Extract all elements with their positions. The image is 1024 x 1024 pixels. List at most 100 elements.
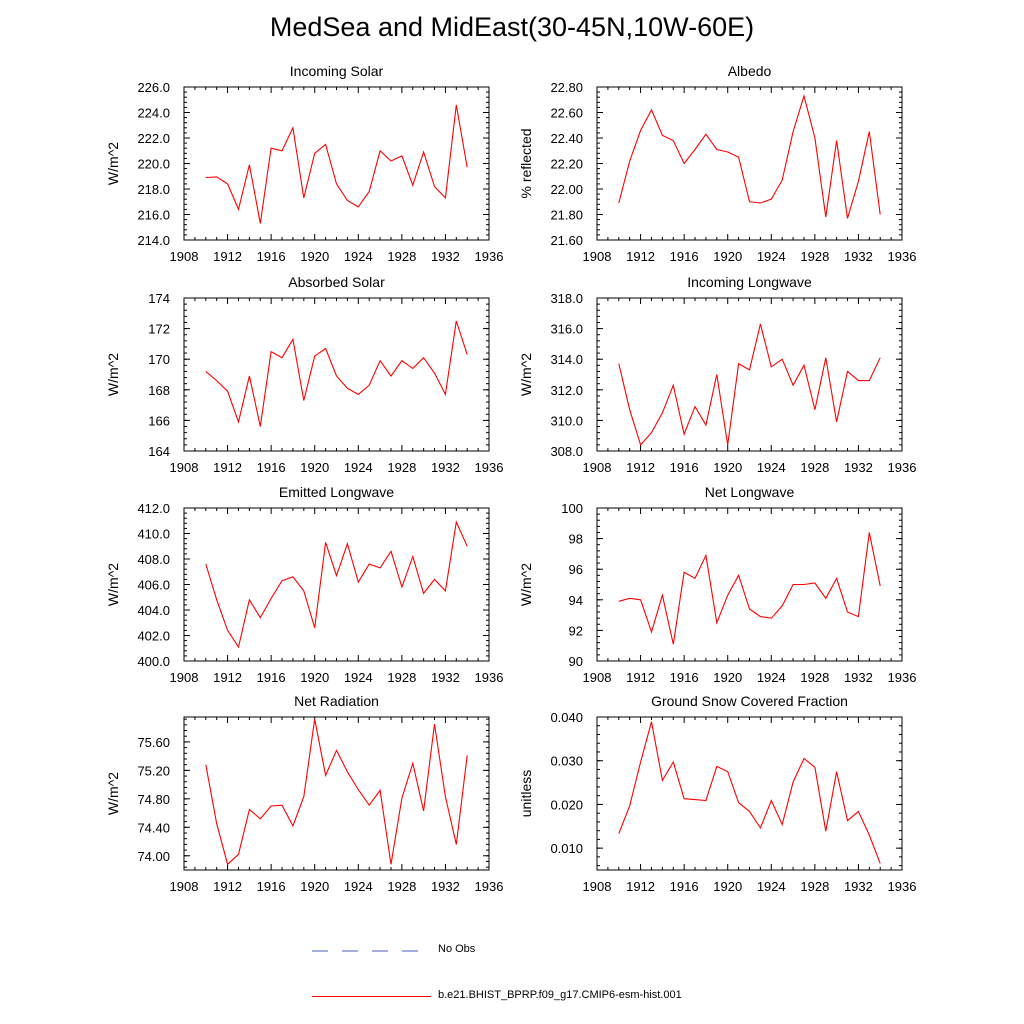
plot-frame [596,716,903,871]
y-tick-label: 22.40 [550,131,583,146]
x-tick-label: 1936 [888,249,917,264]
y-tick-label: 216.0 [137,208,170,223]
y-axis-label: W/m^2 [105,772,121,815]
x-tick-label: 1936 [475,249,504,264]
x-tick-label: 1924 [344,249,373,264]
y-tick-label: 218.0 [137,182,170,197]
x-tick-label: 1932 [844,670,873,685]
y-tick-label: 408.0 [137,552,170,567]
y-tick-label: 22.20 [550,157,583,172]
plot-frame [183,716,490,871]
x-tick-label: 1932 [431,879,460,894]
y-tick-label: 22.60 [550,106,583,121]
x-tick-label: 1936 [888,460,917,475]
x-tick-label: 1924 [344,879,373,894]
y-tick-label: 308.0 [550,444,583,459]
series-line [205,520,468,649]
chart-panel-1: Incoming Solar W/m^2 1908 1912 1916 1920 1924 1… [105,63,503,264]
y-tick-label: 318.0 [550,291,583,306]
x-tick-label: 1932 [431,249,460,264]
x-tick-label: 1928 [387,460,416,475]
x-tick-label: 1916 [670,460,699,475]
x-tick-label: 1924 [757,460,786,475]
panel-title: Net Longwave [705,484,795,500]
x-tick-label: 1908 [170,670,199,685]
series-line [205,320,468,427]
y-tick-label: 226.0 [137,80,170,95]
x-tick-label: 1908 [170,879,199,894]
panel-title: Net Radiation [294,693,379,709]
y-tick-label: 21.60 [550,233,583,248]
panel-title: Incoming Longwave [687,274,812,290]
x-tick-label: 1928 [387,249,416,264]
chart-panel-7: Net Radiation W/m^2 1908 1912 1916 1920 1924 19… [105,693,503,894]
y-tick-label: 410.0 [137,527,170,542]
x-tick-label: 1932 [844,249,873,264]
y-axis-label: W/m^2 [105,353,121,396]
y-tick-label: 74.40 [137,820,170,835]
x-tick-label: 1932 [844,460,873,475]
y-tick-label: 412.0 [137,501,170,516]
legend-model-label: b.e21.BHIST_BPRP.f09_g17.CMIP6-esm-hist.… [438,989,682,1001]
y-tick-label: 0.040 [550,710,583,725]
y-axis-label: W/m^2 [518,563,534,606]
plot-frame [596,297,903,452]
y-tick-label: 74.80 [137,792,170,807]
x-tick-label: 1928 [800,249,829,264]
x-tick-label: 1936 [475,879,504,894]
y-tick-label: 220.0 [137,157,170,172]
x-tick-label: 1936 [475,670,504,685]
figure-title: MedSea and MidEast(30-45N,10W-60E) [269,12,755,42]
y-tick-label: 224.0 [137,106,170,121]
x-tick-label: 1928 [387,879,416,894]
panel-title: Incoming Solar [290,63,384,79]
series-line [618,323,881,446]
y-axis-label: W/m^2 [105,142,121,185]
y-axis-label: W/m^2 [105,563,121,606]
x-tick-label: 1908 [583,249,612,264]
y-tick-label: 164 [148,444,170,459]
legend-model-swatch [312,996,431,997]
x-tick-label: 1928 [800,670,829,685]
x-tick-label: 1932 [431,670,460,685]
y-tick-label: 314.0 [550,352,583,367]
y-tick-label: 404.0 [137,603,170,618]
y-tick-label: 0.010 [550,841,583,856]
x-tick-label: 1920 [713,879,742,894]
x-tick-label: 1916 [257,879,286,894]
y-axis-label: % reflected [518,128,534,198]
x-tick-label: 1920 [713,249,742,264]
chart-panel-8: Ground Snow Covered Fraction unitless 1908… [518,693,916,894]
y-tick-label: 75.20 [137,763,170,778]
x-tick-label: 1908 [583,670,612,685]
x-tick-label: 1924 [344,670,373,685]
x-tick-label: 1916 [257,460,286,475]
x-tick-label: 1932 [844,879,873,894]
x-tick-label: 1908 [583,460,612,475]
x-tick-label: 1912 [626,879,655,894]
x-tick-label: 1928 [800,460,829,475]
x-tick-label: 1916 [257,249,286,264]
x-tick-label: 1920 [300,879,329,894]
panel-title: Ground Snow Covered Fraction [651,693,848,709]
x-tick-label: 1928 [800,879,829,894]
x-tick-label: 1916 [670,249,699,264]
x-tick-label: 1908 [583,879,612,894]
x-tick-label: 1924 [757,670,786,685]
y-tick-label: 92 [569,623,583,638]
plot-frame [596,507,903,662]
y-tick-label: 312.0 [550,383,583,398]
plot-frame [596,86,903,241]
series-line [205,718,468,866]
panel-title: Absorbed Solar [288,274,385,290]
legend-noobs-label: No Obs [438,943,476,955]
series-line [618,93,881,219]
y-tick-label: 168 [148,383,170,398]
x-tick-label: 1912 [213,879,242,894]
y-tick-label: 174 [148,291,170,306]
x-tick-label: 1908 [170,249,199,264]
y-tick-label: 170 [148,352,170,367]
series-line [618,532,881,645]
panel-title: Albedo [728,63,772,79]
y-tick-label: 166 [148,413,170,428]
